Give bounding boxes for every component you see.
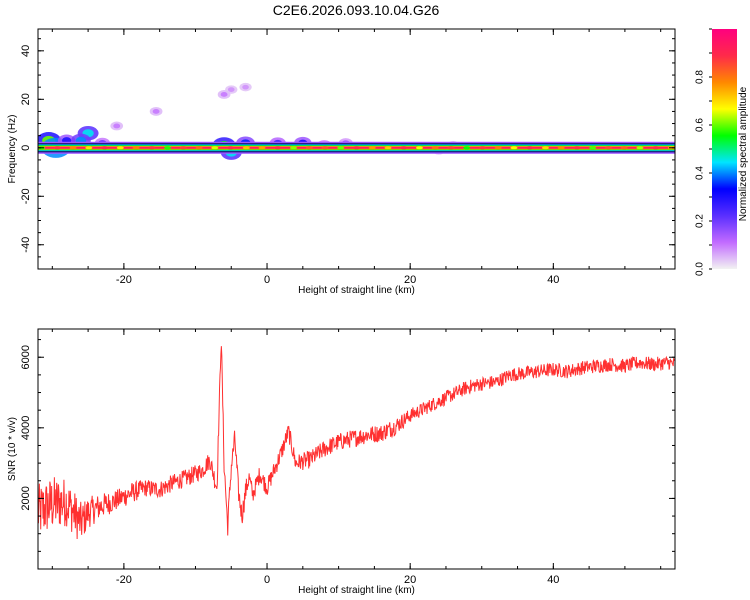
heatmap-x-tick-label: -20: [116, 274, 132, 286]
heatmap-y-tick-label: 20: [20, 93, 32, 105]
heatmap-ridge-cell: [494, 146, 502, 150]
heatmap-ridge-cell: [290, 146, 298, 150]
heatmap-y-tick-label: -40: [20, 237, 32, 253]
snr-x-tick-label: -20: [116, 574, 132, 586]
snr-y-tick-label: 6000: [20, 345, 32, 369]
heatmap-y-tick-label: 0: [20, 145, 32, 151]
heatmap-ridge-cell: [321, 146, 329, 150]
heatmap-ridge-cell: [69, 146, 77, 150]
heatmap-ridge-cell: [116, 146, 124, 150]
heatmap-y-tick-label: 40: [20, 45, 32, 57]
heatmap-ridge-cell: [478, 146, 486, 150]
heatmap-ridge-cell: [132, 146, 140, 150]
snr-x-tick-label: 20: [404, 574, 416, 586]
heatmap-ridge-cell: [463, 146, 471, 150]
heatmap-ridge-cell: [211, 146, 219, 150]
heatmap-ridge-cell: [164, 146, 172, 150]
heatmap-ridge-cell: [526, 146, 534, 150]
heatmap-ridge-cell: [400, 146, 408, 150]
snr-y-tick-label: 4000: [20, 416, 32, 440]
snr-x-tick-label: 40: [547, 574, 559, 586]
heatmap-ridge-cell: [179, 146, 187, 150]
heatmap-blob-core: [220, 92, 228, 97]
heatmap-ridge-cell: [242, 146, 250, 150]
heatmap-ridge-cell: [258, 146, 266, 150]
snr-panel: -20 0 20 40 2000 4000 6000 Height of straight …: [7, 328, 676, 596]
heatmap-ridge-cell: [589, 146, 597, 150]
colorbar-tick-label: 0.4: [695, 166, 706, 180]
heatmap-ridge-cell: [227, 146, 235, 150]
colorbar-ticks: 0.0 0.2 0.4 0.6 0.8: [695, 28, 712, 276]
heatmap-ridge-cell: [636, 146, 644, 150]
heatmap-ridge-cell: [101, 146, 109, 150]
colorbar-tick-label: 0.6: [695, 118, 706, 132]
figure-title: C2E6.2026.093.10.04.G26: [273, 2, 440, 18]
heatmap-ridge-cell: [195, 146, 203, 150]
heatmap-ridge-cell: [447, 146, 455, 150]
heatmap-ridge-cell: [620, 146, 628, 150]
heatmap-ridge-cell: [353, 146, 360, 150]
heatmap-x-tick-label: 20: [404, 274, 416, 286]
heatmap-ridge-cell: [541, 146, 549, 150]
heatmap-ridge-cell: [305, 146, 313, 150]
heatmap-ridge-cell: [384, 146, 392, 150]
heatmap-ridge-cell: [431, 146, 439, 150]
heatmap-blob-core: [113, 123, 121, 129]
snr-content: [38, 346, 675, 539]
heatmap-ridge-cell: [85, 146, 93, 150]
colorbar-gradient: [712, 29, 737, 269]
snr-x-tick-label: 0: [264, 574, 270, 586]
colorbar-tick-label: 0.0: [695, 262, 706, 276]
snr-series-line: [38, 346, 675, 539]
heatmap-ridge-cell: [604, 146, 612, 150]
heatmap-ridge-cell: [652, 146, 660, 150]
heatmap-ridge-cell: [148, 146, 156, 150]
snr-axes: -20 0 20 40 2000 4000 6000: [20, 329, 675, 586]
heatmap-ridge-cell: [510, 146, 518, 150]
heatmap-x-tick-label: 0: [264, 274, 270, 286]
heatmap-blob-core: [242, 84, 249, 90]
heatmap-x-axis-label: Height of straight line (km): [298, 285, 415, 296]
heatmap-ridge-cell: [368, 146, 376, 150]
colorbar-tick-label: 0.8: [695, 70, 706, 84]
heatmap-panel: -20 0 20 40 -40 -20 0 20 40 Height of straight l…: [7, 28, 676, 296]
heatmap-blob-core: [227, 87, 235, 92]
snr-y-axis-label: SNR (10 * v/v): [7, 417, 18, 481]
heatmap-frame: [37, 28, 676, 270]
heatmap-x-tick-label: 40: [547, 274, 559, 286]
heatmap-content: [38, 29, 675, 269]
heatmap-ridge-cell: [274, 146, 282, 150]
heatmap-ridge-cell: [337, 146, 345, 150]
heatmap-ridge-cell: [415, 146, 423, 150]
heatmap-y-axis-label: Frequency (Hz): [7, 115, 18, 184]
snr-x-axis-label: Height of straight line (km): [298, 585, 415, 596]
heatmap-ridge-cell: [53, 146, 61, 150]
heatmap-axes: -20 0 20 40 -40 -20 0 20 40: [20, 29, 675, 286]
snr-frame: [37, 328, 676, 570]
colorbar-label: Normalized spectral amplitude: [738, 86, 749, 221]
heatmap-blob-core: [152, 108, 160, 114]
heatmap-ridge-cell: [557, 146, 565, 150]
snr-y-tick-label: 2000: [20, 486, 32, 510]
heatmap-ridge-cell: [573, 146, 581, 150]
colorbar-tick-label: 0.2: [695, 214, 706, 228]
heatmap-y-tick-label: -20: [20, 188, 32, 204]
colorbar: 0.0 0.2 0.4 0.6 0.8 Normalized spectral ampl…: [695, 28, 749, 276]
